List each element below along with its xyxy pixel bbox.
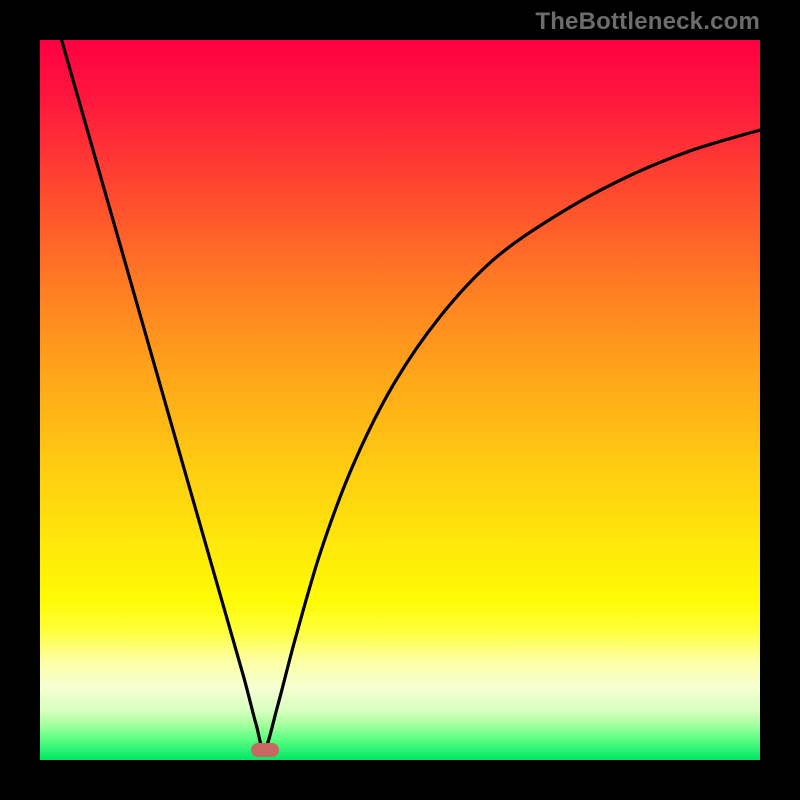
- bottleneck-curve: [40, 40, 760, 760]
- plot-area: [40, 40, 760, 760]
- watermark-text: TheBottleneck.com: [535, 8, 760, 36]
- minimum-marker: [251, 743, 279, 757]
- bottleneck-chart-figure: TheBottleneck.com: [0, 0, 800, 800]
